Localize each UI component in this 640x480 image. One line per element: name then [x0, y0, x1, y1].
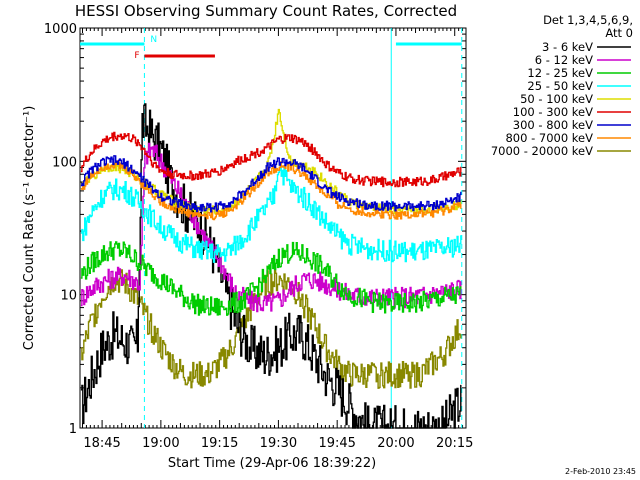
- series-line-7: [80, 160, 462, 221]
- legend-entry-label: 300 - 800 keV: [513, 118, 593, 132]
- x-tick-label: 19:45: [318, 436, 355, 451]
- y-axis-label: Corrected Count Rate (s⁻¹ detector⁻¹): [22, 106, 37, 351]
- legend-entry-label: 7000 - 20000 keV: [491, 144, 593, 158]
- series-lines: [80, 103, 462, 429]
- legend-entry-label: 3 - 6 keV: [542, 40, 593, 54]
- y-tick-label: 100: [52, 155, 77, 170]
- x-axis-label: Start Time (29-Apr-06 18:39:22): [168, 456, 376, 471]
- legend-header-line-1: Det 1,3,4,5,6,9,: [543, 13, 633, 27]
- series-line-6: [80, 155, 462, 213]
- legend-entry-label: 100 - 300 keV: [513, 105, 593, 119]
- chart-title: HESSI Observing Summary Count Rates, Cor…: [75, 2, 457, 20]
- legend-header-line-2: Att 0: [605, 26, 633, 40]
- legend-entry-label: 800 - 7000 keV: [505, 131, 593, 145]
- x-tick-label: 19:30: [260, 436, 297, 451]
- legend-entry-label: 12 - 25 keV: [527, 66, 593, 80]
- y-axis: 1 10 100 1000: [44, 22, 466, 437]
- series-line-2: [80, 241, 462, 316]
- series-line-1: [80, 142, 462, 313]
- y-tick-label: 10: [60, 289, 77, 304]
- legend-entry-label: 50 - 100 keV: [520, 92, 593, 106]
- x-tick-label: 18:45: [83, 436, 120, 451]
- flare-flag-label: F: [134, 51, 139, 61]
- x-tick-label: 20:15: [436, 436, 473, 451]
- night-flag-label: N: [150, 35, 157, 45]
- legend-entry-label: 25 - 50 keV: [527, 79, 593, 93]
- legend-entry-label: 6 - 12 keV: [535, 53, 593, 67]
- series-line-0: [80, 103, 462, 429]
- generation-timestamp: 2-Feb-2010 23:45: [565, 467, 636, 476]
- plot-frame: [79, 27, 467, 429]
- series-line-8: [80, 267, 462, 389]
- x-axis: 18:45 19:00 19:15 19:30 19:45 20:00 20:15: [82, 28, 473, 451]
- orbit-markers: [143, 28, 463, 428]
- series-line-3: [80, 165, 462, 263]
- x-tick-label: 19:00: [142, 436, 179, 451]
- y-tick-label: 1: [69, 422, 77, 437]
- x-tick-label: 19:15: [201, 436, 238, 451]
- x-tick-label: 20:00: [377, 436, 414, 451]
- y-tick-label: 1000: [44, 22, 77, 37]
- flag-bars: NF: [80, 35, 462, 61]
- series-line-5: [80, 131, 462, 188]
